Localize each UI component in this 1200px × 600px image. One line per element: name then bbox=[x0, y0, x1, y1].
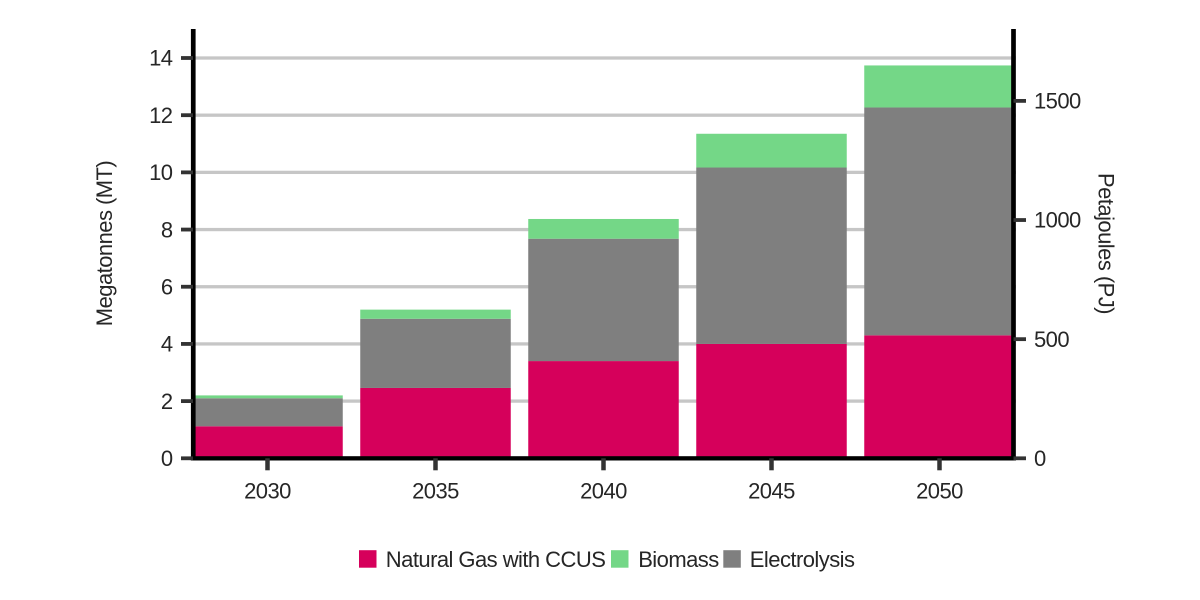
svg-text:2: 2 bbox=[161, 389, 173, 414]
svg-text:2050: 2050 bbox=[916, 479, 963, 504]
svg-text:Natural Gas with CCUS: Natural Gas with CCUS bbox=[386, 547, 606, 572]
svg-text:2035: 2035 bbox=[412, 479, 459, 504]
svg-text:Electrolysis: Electrolysis bbox=[750, 547, 855, 572]
svg-text:500: 500 bbox=[1034, 327, 1069, 352]
svg-text:1500: 1500 bbox=[1034, 89, 1081, 114]
svg-text:Petajoules (PJ): Petajoules (PJ) bbox=[1094, 173, 1119, 314]
svg-text:6: 6 bbox=[161, 274, 173, 299]
svg-text:1000: 1000 bbox=[1034, 208, 1081, 233]
svg-text:0: 0 bbox=[161, 446, 173, 471]
svg-text:10: 10 bbox=[149, 160, 173, 185]
svg-text:14: 14 bbox=[149, 46, 173, 71]
svg-text:Biomass: Biomass bbox=[638, 547, 719, 572]
svg-text:0: 0 bbox=[1034, 446, 1046, 471]
svg-text:4: 4 bbox=[161, 332, 173, 357]
svg-text:2045: 2045 bbox=[748, 479, 795, 504]
svg-text:2030: 2030 bbox=[244, 479, 291, 504]
svg-text:2040: 2040 bbox=[580, 479, 627, 504]
svg-text:8: 8 bbox=[161, 217, 173, 242]
svg-text:Megatonnes (MT): Megatonnes (MT) bbox=[92, 161, 117, 326]
svg-text:12: 12 bbox=[149, 103, 173, 128]
